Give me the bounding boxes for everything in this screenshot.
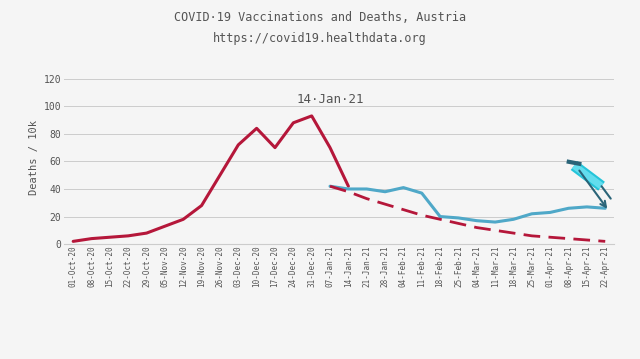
Text: COVID·19 Vaccinations and Deaths, Austria: COVID·19 Vaccinations and Deaths, Austri… bbox=[174, 11, 466, 24]
Text: https://covid19.healthdata.org: https://covid19.healthdata.org bbox=[213, 32, 427, 45]
Y-axis label: Deaths / 10k: Deaths / 10k bbox=[29, 121, 40, 195]
Text: 14·Jan·21: 14·Jan·21 bbox=[296, 93, 364, 106]
